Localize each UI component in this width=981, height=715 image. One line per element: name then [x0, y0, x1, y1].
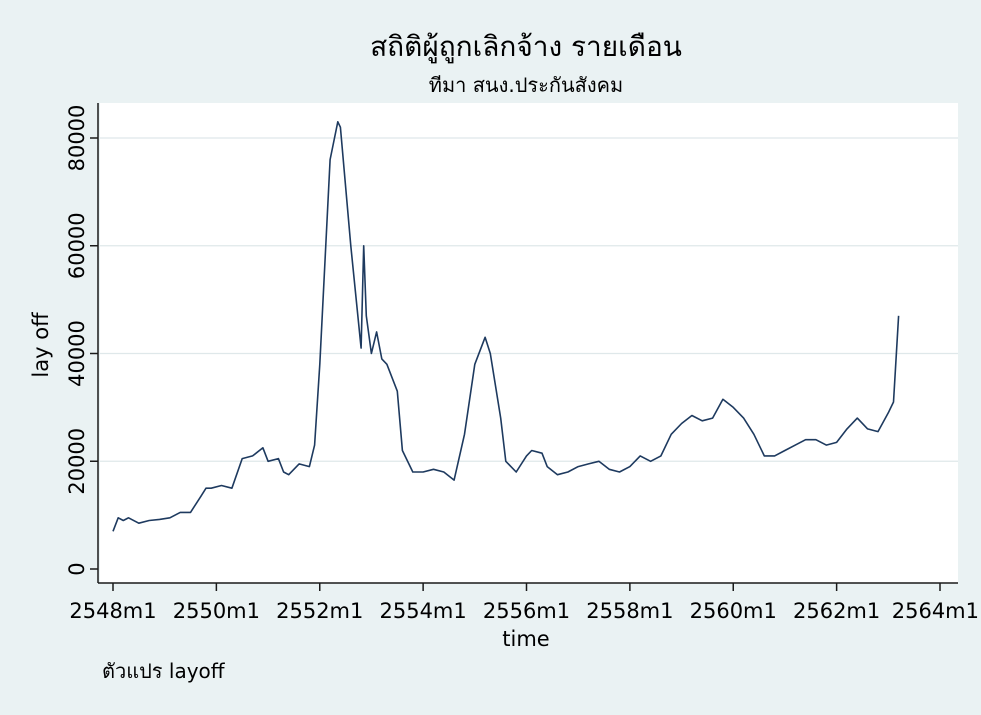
x-tick-label: 2562m1	[793, 599, 880, 623]
y-ticks: 0 20000 40000 60000 80000	[65, 105, 98, 576]
x-tick-label: 2558m1	[586, 599, 673, 623]
y-tick-label: 0	[65, 562, 89, 575]
x-ticks: 2548m1 2550m1 2552m1 2554m1 2556m1 2558m1 2560…	[69, 583, 979, 623]
x-tick-label: 2564m1	[892, 599, 979, 623]
x-tick-label: 2550m1	[173, 599, 260, 623]
gridlines	[100, 137, 958, 462]
y-axis-label: lay off	[29, 312, 53, 378]
x-tick-label: 2554m1	[379, 599, 466, 623]
x-tick-label: 2560m1	[690, 599, 777, 623]
plot-area	[100, 103, 958, 583]
y-tick-label: 20000	[65, 428, 89, 495]
x-tick-label: 2552m1	[276, 599, 363, 623]
y-tick-label: 40000	[65, 320, 89, 387]
series-line	[112, 121, 900, 532]
x-axis-label: time	[502, 627, 549, 651]
x-tick-label: 2548m1	[69, 599, 156, 623]
x-tick-label: 2556m1	[483, 599, 570, 623]
chart-title: สถิติผู้ถูกเลิกจ้าง รายเดือน	[370, 30, 682, 64]
y-tick-label: 60000	[65, 212, 89, 279]
chart-subtitle: ทีมา สนง.ประกันสังคม	[429, 73, 623, 97]
chart-note: ตัวแปร layoff	[102, 659, 226, 683]
y-tick-label: 80000	[65, 105, 89, 172]
